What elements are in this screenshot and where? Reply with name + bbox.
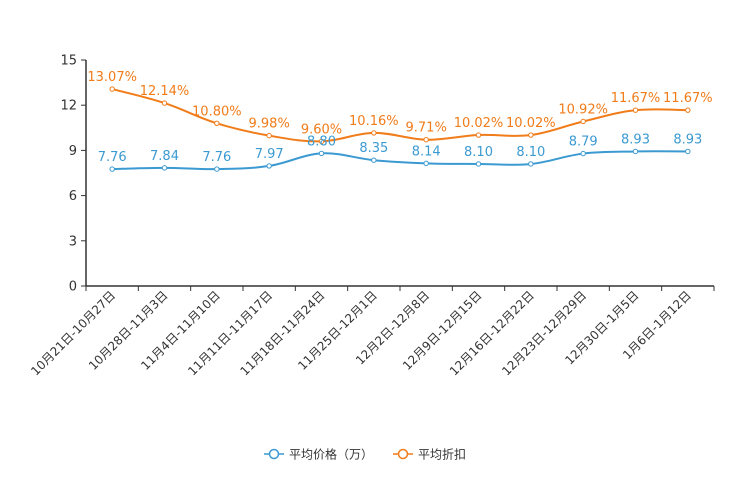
data-label: 7.84 — [150, 149, 179, 164]
data-point[interactable] — [423, 160, 429, 167]
y-tick-label: 6 — [69, 189, 77, 204]
series-layer — [109, 86, 691, 172]
data-point[interactable] — [685, 148, 691, 155]
y-axis: 0 3 6 9 12 15 — [60, 54, 87, 295]
series-line — [112, 150, 688, 171]
data-point[interactable] — [371, 157, 377, 163]
data-point[interactable] — [214, 120, 220, 126]
data-label: 8.79 — [569, 135, 598, 150]
data-label: 10.02% — [506, 116, 556, 131]
data-point[interactable] — [109, 86, 115, 92]
x-tick-label: 10月21日-10月27日 — [28, 288, 118, 378]
y-tick-label: 9 — [69, 144, 77, 159]
data-label: 12.14% — [140, 84, 190, 99]
data-label: 7.97 — [255, 147, 284, 162]
legend-item-0[interactable]: 平均价格（万） — [264, 447, 373, 462]
legend-circle-marker — [397, 448, 409, 460]
data-label: 13.07% — [87, 70, 137, 85]
data-label: 8.35 — [359, 141, 388, 156]
data-label: 7.76 — [202, 150, 231, 165]
data-point[interactable] — [161, 100, 168, 106]
data-point[interactable] — [371, 130, 377, 136]
data-point[interactable] — [580, 118, 586, 125]
data-label: 9.71% — [406, 121, 447, 136]
data-label: 9.60% — [301, 122, 342, 137]
legend[interactable]: 平均价格（万） 平均折扣 — [264, 447, 466, 462]
data-point[interactable] — [214, 166, 220, 172]
data-point[interactable] — [266, 163, 272, 169]
data-label: 10.16% — [349, 114, 399, 129]
data-label: 8.80 — [307, 134, 336, 149]
y-tick-label: 15 — [60, 54, 77, 69]
y-tick-label: 12 — [60, 99, 77, 114]
legend-circle-marker — [268, 448, 280, 460]
legend-label: 平均折扣 — [418, 447, 466, 462]
series-1 — [109, 86, 691, 145]
data-point[interactable] — [632, 107, 639, 113]
data-point[interactable] — [318, 138, 325, 145]
data-label: 9.98% — [249, 117, 290, 132]
data-label: 8.10 — [516, 145, 545, 160]
data-label: 8.93 — [673, 132, 702, 147]
y-tick-label: 0 — [69, 280, 77, 295]
data-point[interactable] — [318, 150, 325, 157]
data-point[interactable] — [528, 161, 534, 167]
data-point[interactable] — [266, 132, 272, 139]
legend-item-1[interactable]: 平均折扣 — [393, 447, 466, 462]
data-point[interactable] — [685, 107, 691, 113]
data-label: 11.67% — [611, 91, 661, 106]
data-label: 7.76 — [98, 150, 127, 165]
data-label: 8.10 — [464, 145, 493, 160]
x-axis: 10月21日-10月27日10月28日-11月3日11月4日-11月10日11月… — [28, 285, 715, 378]
data-label: 10.02% — [454, 116, 504, 131]
data-point[interactable] — [528, 132, 534, 138]
series-line — [111, 88, 688, 143]
data-point[interactable] — [161, 165, 168, 171]
data-point[interactable] — [109, 166, 115, 172]
series-0 — [109, 148, 691, 172]
data-point[interactable] — [423, 137, 429, 143]
data-label: 10.92% — [558, 102, 608, 117]
data-label: 8.14 — [412, 144, 441, 159]
data-label: 11.67% — [663, 91, 713, 106]
data-point[interactable] — [475, 132, 482, 138]
data-point[interactable] — [580, 150, 586, 157]
data-labels-layer: 7.76 7.84 7.76 7.97 8.80 8.35 8.14 8.10 8.10 8.79… — [87, 70, 712, 165]
data-label: 10.80% — [192, 104, 242, 119]
data-point[interactable] — [632, 148, 639, 155]
legend-label: 平均价格（万） — [289, 447, 373, 462]
y-tick-label: 3 — [69, 234, 77, 249]
data-point[interactable] — [475, 161, 482, 167]
data-label: 8.93 — [621, 132, 650, 147]
